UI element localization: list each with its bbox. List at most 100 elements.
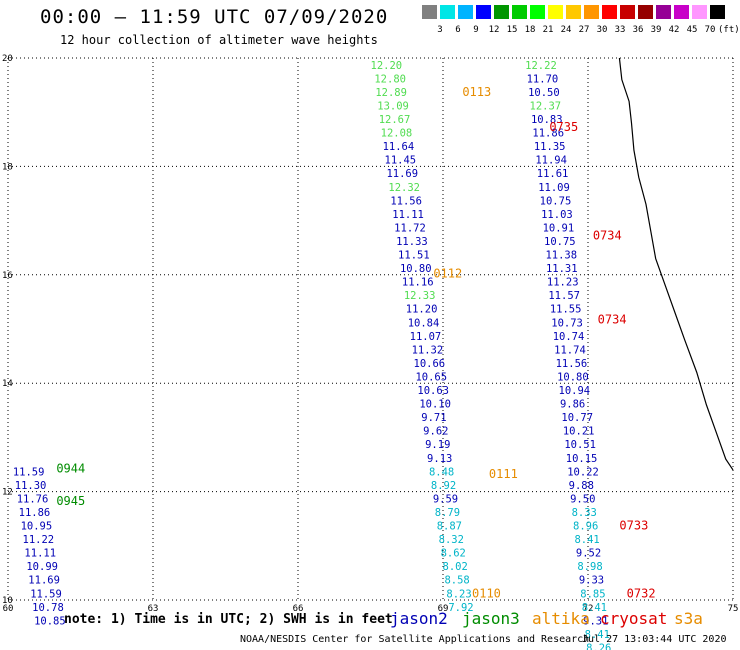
track-time-label: 0111 xyxy=(489,467,518,481)
scale-label: 6 xyxy=(455,25,461,35)
wave-height-label: 10.85 xyxy=(34,615,66,627)
wave-height-label: 11.35 xyxy=(534,141,566,153)
wave-height-label: 10.84 xyxy=(408,317,440,329)
wave-height-label: 8.33 xyxy=(572,507,597,519)
wave-height-label: 10.66 xyxy=(414,358,446,370)
scale-swatch xyxy=(476,5,491,19)
wave-height-label: 11.64 xyxy=(383,141,415,153)
scale-label: 24 xyxy=(560,25,572,35)
scale-swatch xyxy=(566,5,581,19)
wave-height-label: 10.83 xyxy=(531,114,563,126)
scale-label: 3 xyxy=(437,25,443,35)
track-time-label: 0945 xyxy=(56,494,85,508)
wave-height-label: 10.15 xyxy=(566,453,598,465)
page-title: 00:00 – 11:59 UTC 07/09/2020 xyxy=(40,6,389,28)
wave-height-label: 10.99 xyxy=(26,561,58,573)
wave-height-label: 10.78 xyxy=(32,602,64,614)
scale-label: 33 xyxy=(614,25,626,35)
scale-swatch xyxy=(638,5,653,19)
scale-swatch xyxy=(512,5,527,19)
scale-swatch xyxy=(530,5,545,19)
legend-altika: altika xyxy=(532,609,590,628)
wave-height-label: 9.88 xyxy=(569,480,594,492)
wave-height-label: 9.52 xyxy=(576,548,601,560)
scale-label: 18 xyxy=(524,25,536,35)
scale-label: 45 xyxy=(686,25,698,35)
wave-height-label: 12.08 xyxy=(381,128,413,140)
generation-timestamp: Jul 27 13:03:44 UTC 2020 xyxy=(582,634,727,645)
wave-height-label: 10.74 xyxy=(553,331,585,343)
wave-height-label: 11.22 xyxy=(23,534,55,546)
wave-height-label: 11.09 xyxy=(538,182,570,194)
wave-height-label: 11.51 xyxy=(398,250,430,262)
lat-tick-label: 12 xyxy=(2,488,13,498)
wave-height-label: 11.61 xyxy=(537,168,569,180)
lat-tick-label: 18 xyxy=(2,162,13,172)
wave-height-label: 11.38 xyxy=(545,250,577,262)
wave-height-label: 8.98 xyxy=(577,561,602,573)
scale-swatch xyxy=(458,5,473,19)
wave-height-label: 10.10 xyxy=(419,399,451,411)
lon-tick-label: 75 xyxy=(728,604,739,614)
wave-height-label: 10.94 xyxy=(559,385,591,397)
track-time-label: 0113 xyxy=(462,85,491,99)
wave-height-label: 12.67 xyxy=(379,114,411,126)
lon-tick-label: 66 xyxy=(293,604,304,614)
wave-height-label: 11.32 xyxy=(412,344,444,356)
wave-height-label: 9.31 xyxy=(583,615,608,627)
wave-height-label: 11.16 xyxy=(402,277,434,289)
wave-height-label: 12.22 xyxy=(525,60,557,72)
wave-height-label: 11.07 xyxy=(410,331,442,343)
wave-height-label: 9.59 xyxy=(433,493,458,505)
wave-height-label: 10.63 xyxy=(417,385,449,397)
track-time-label: 0734 xyxy=(598,313,627,327)
wave-height-label: 8.96 xyxy=(573,521,598,533)
wave-height-label: 9.13 xyxy=(427,453,452,465)
scale-swatch xyxy=(602,5,617,19)
wave-height-label: 11.86 xyxy=(19,507,51,519)
wave-height-label: 12.32 xyxy=(388,182,420,194)
wave-height-label: 8.32 xyxy=(439,534,464,546)
scale-label: 36 xyxy=(632,25,644,35)
scale-swatch xyxy=(440,5,455,19)
scale-label: 9 xyxy=(473,25,479,35)
wave-height-label: 11.94 xyxy=(535,155,567,167)
wave-height-label: 12.33 xyxy=(404,290,436,302)
scale-swatch xyxy=(620,5,635,19)
coastline xyxy=(618,57,734,471)
lon-tick-label: 72 xyxy=(583,604,594,614)
wave-height-label: 10.95 xyxy=(21,521,53,533)
wave-height-label: 8.02 xyxy=(443,561,468,573)
lat-tick-label: 20 xyxy=(2,54,13,64)
wave-height-label: 11.59 xyxy=(13,466,45,478)
scale-label: 12 xyxy=(488,25,500,35)
lon-tick-label: 69 xyxy=(438,604,449,614)
wave-height-label: 10.73 xyxy=(551,317,583,329)
track-time-label: 0110 xyxy=(472,586,501,600)
wave-height-label: 8.23 xyxy=(446,588,471,600)
wave-height-label: 9.62 xyxy=(423,426,448,438)
wave-height-label: 8.62 xyxy=(441,548,466,560)
scale-label: 70 xyxy=(704,25,716,35)
wave-height-label: 11.57 xyxy=(548,290,580,302)
wave-height-label: 11.56 xyxy=(556,358,588,370)
wave-height-label: 11.76 xyxy=(17,493,49,505)
wave-height-label: 11.55 xyxy=(550,304,582,316)
scale-swatch xyxy=(674,5,689,19)
wave-height-label: 11.69 xyxy=(28,575,60,587)
lat-tick-label: 10 xyxy=(2,596,13,606)
scale-swatch xyxy=(422,5,437,19)
scale-swatch xyxy=(710,5,725,19)
scale-label: 30 xyxy=(596,25,608,35)
wave-height-label: 10.51 xyxy=(564,439,596,451)
scale-label: 42 xyxy=(668,25,680,35)
wave-height-label: 8.26 xyxy=(586,642,611,650)
scale-swatch xyxy=(548,5,563,19)
wave-height-label: 11.11 xyxy=(392,209,424,221)
lat-tick-label: 16 xyxy=(2,271,13,281)
scale-label: 15 xyxy=(506,25,518,35)
wave-height-label: 10.80 xyxy=(557,371,589,383)
scale-swatch xyxy=(584,5,599,19)
wave-height-label: 12.80 xyxy=(374,73,406,85)
